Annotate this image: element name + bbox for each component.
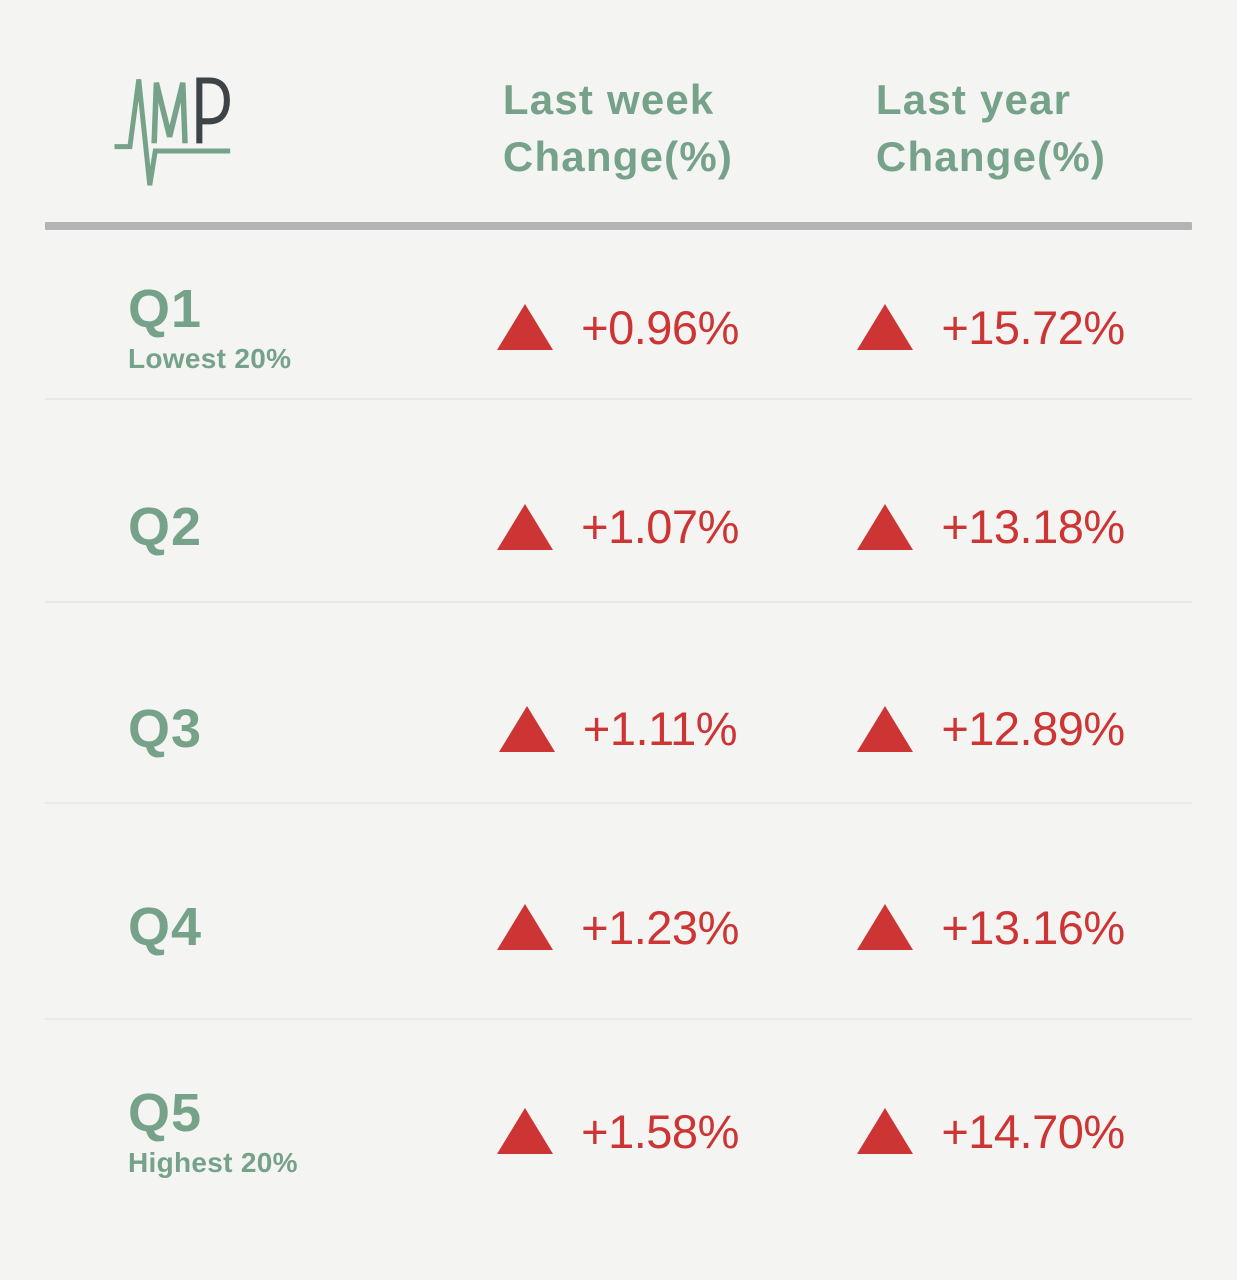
quintile-label: Q2	[128, 496, 203, 557]
week-change-value: +1.23%	[581, 900, 739, 954]
up-triangle-icon	[497, 1108, 554, 1154]
pulse-line-icon	[114, 79, 231, 186]
year-change-cell: +15.72%	[796, 304, 1186, 351]
year-change-value: +13.18%	[941, 500, 1125, 553]
up-triangle-icon	[497, 904, 554, 950]
up-triangle-icon	[857, 304, 914, 350]
up-triangle-icon	[497, 503, 554, 550]
year-change-value: +15.72%	[941, 300, 1125, 354]
up-triangle-icon	[857, 904, 914, 950]
header-divider	[45, 222, 1192, 230]
week-change-value: +1.58%	[581, 1104, 739, 1158]
quintile-label: Q5	[128, 1082, 203, 1143]
quintile-label: Q4	[128, 897, 203, 957]
table-header: Last week Change(%) Last year Change(%)	[0, 0, 1237, 222]
year-change-cell: +13.18%	[796, 503, 1186, 550]
week-change-cell: +1.23%	[440, 904, 796, 951]
row-label-cell: Q2	[45, 500, 440, 554]
column-header-cell-year: Last year Change(%)	[796, 72, 1186, 185]
quintile-label: Q3	[128, 698, 203, 759]
logo-letter-p	[196, 77, 230, 144]
up-triangle-icon	[497, 304, 554, 350]
year-change-cell: +12.89%	[796, 705, 1186, 752]
quintile-label: Q1	[128, 278, 203, 339]
logo-letter-m	[151, 82, 188, 144]
table-row-q2: Q2 +1.07% +13.18%	[45, 398, 1192, 601]
quintile-table: Q1 Lowest 20% +0.96% +15.72% Q2 +1.07% +…	[45, 230, 1192, 1280]
year-change-value: +13.16%	[941, 900, 1125, 954]
row-label-cell: Q3	[45, 702, 440, 756]
row-label-cell: Q5 Highest 20%	[45, 1086, 440, 1177]
up-triangle-icon	[857, 705, 914, 752]
week-change-cell: +0.96%	[440, 304, 796, 351]
row-label-cell: Q4	[45, 900, 440, 954]
week-change-cell: +1.11%	[440, 705, 796, 752]
year-change-cell: +14.70%	[796, 1108, 1186, 1155]
row-label-cell: Q1 Lowest 20%	[45, 282, 440, 373]
table-row-q3: Q3 +1.11% +12.89%	[45, 601, 1192, 802]
table-row-q5: Q5 Highest 20% +1.58% +14.70%	[45, 1018, 1192, 1280]
mp-pulse-logo	[114, 77, 231, 186]
table-row-q1: Q1 Lowest 20% +0.96% +15.72%	[45, 230, 1192, 398]
up-triangle-icon	[857, 1108, 914, 1154]
quintile-sublabel: Lowest 20%	[128, 342, 292, 374]
week-change-cell: +1.58%	[440, 1108, 796, 1155]
week-change-value: +0.96%	[581, 300, 739, 354]
week-change-value: +1.11%	[582, 702, 738, 755]
table-row-q4: Q4 +1.23% +13.16%	[45, 802, 1192, 1018]
year-change-cell: +13.16%	[796, 904, 1186, 951]
week-change-value: +1.07%	[581, 500, 739, 553]
week-change-cell: +1.07%	[440, 503, 796, 550]
quintile-sublabel: Highest 20%	[128, 1146, 298, 1178]
column-header-last-year: Last year Change(%)	[875, 76, 1107, 180]
up-triangle-icon	[498, 705, 555, 752]
column-header-last-week: Last week Change(%)	[502, 76, 734, 180]
column-header-cell-week: Last week Change(%)	[440, 72, 796, 185]
up-triangle-icon	[857, 503, 914, 550]
year-change-value: +12.89%	[941, 702, 1125, 755]
logo-cell	[0, 64, 440, 194]
year-change-value: +14.70%	[941, 1104, 1125, 1158]
